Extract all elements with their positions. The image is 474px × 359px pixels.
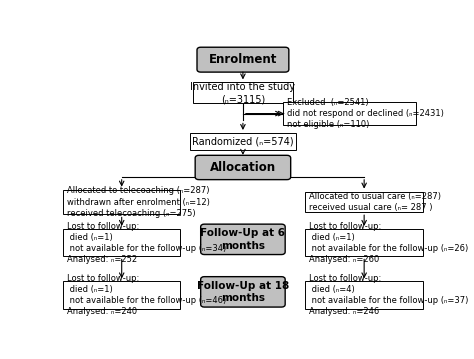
FancyBboxPatch shape [195, 155, 291, 180]
Text: Excluded  (ₙ=2541)
did not respond or declined (ₙ=2431)
not eligible (ₙ=110): Excluded (ₙ=2541) did not respond or dec… [287, 98, 444, 129]
Bar [63, 190, 181, 214]
Bar [190, 133, 296, 149]
Bar [283, 102, 416, 125]
Bar [305, 281, 423, 309]
Text: Allocated to usual care (ₙ=287)
received usual care (ₙ= 287 ): Allocated to usual care (ₙ=287) received… [309, 192, 441, 212]
Bar [305, 192, 423, 213]
Bar [63, 229, 181, 256]
Text: Follow-Up at 6
months: Follow-Up at 6 months [201, 228, 285, 251]
FancyBboxPatch shape [201, 224, 285, 255]
Text: Lost to follow-up:
 died (ₙ=1)
 not available for the follow-up (ₙ=34)
Analysed:: Lost to follow-up: died (ₙ=1) not availa… [66, 222, 226, 264]
Text: Lost to follow-up:
 died (ₙ=4)
 not available for the follow-up (ₙ=37)
Analysed:: Lost to follow-up: died (ₙ=4) not availa… [309, 274, 468, 316]
FancyBboxPatch shape [197, 47, 289, 72]
Bar [63, 281, 181, 309]
Text: Follow-Up at 18
months: Follow-Up at 18 months [197, 281, 289, 303]
Text: Allocated to telecoaching (ₙ=287)
withdrawn after enrolment (ₙ=12)
received tele: Allocated to telecoaching (ₙ=287) withdr… [66, 186, 210, 218]
Text: Randomized (ₙ=574): Randomized (ₙ=574) [192, 136, 294, 146]
Text: Lost to follow-up:
 died (ₙ=1)
 not available for the follow-up (ₙ=26)
Analysed:: Lost to follow-up: died (ₙ=1) not availa… [309, 222, 468, 264]
Text: Invited into the study
(ₙ=3115): Invited into the study (ₙ=3115) [191, 81, 295, 104]
Text: Allocation: Allocation [210, 161, 276, 174]
Text: Enrolment: Enrolment [209, 53, 277, 66]
Bar [305, 229, 423, 256]
FancyBboxPatch shape [201, 277, 285, 307]
Bar [193, 83, 292, 103]
Text: Lost to follow-up:
 died (ₙ=1)
 not available for the follow-up (ₙ=46)
Analysed:: Lost to follow-up: died (ₙ=1) not availa… [66, 274, 226, 316]
